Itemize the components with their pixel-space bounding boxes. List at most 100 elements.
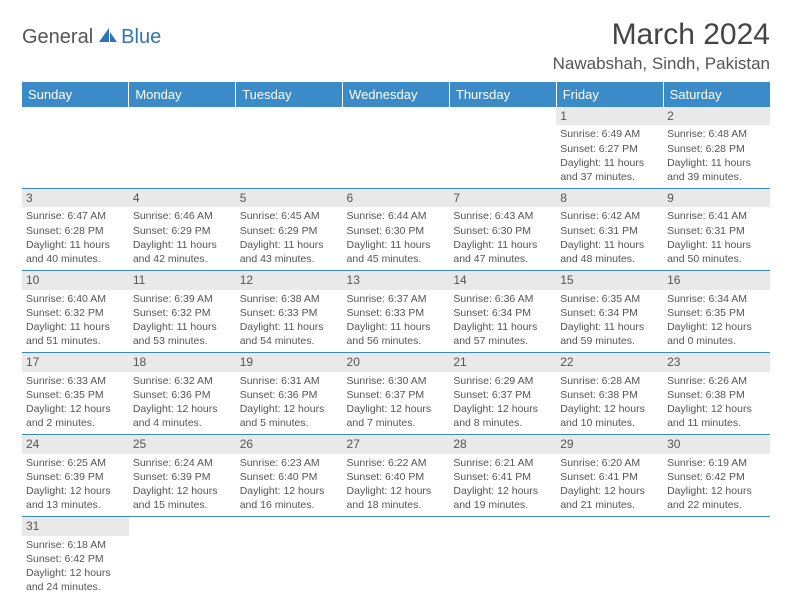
calendar-cell: 18Sunrise: 6:32 AMSunset: 6:36 PMDayligh… — [129, 353, 236, 435]
day-details: Sunrise: 6:32 AMSunset: 6:36 PMDaylight:… — [129, 372, 236, 435]
day-number: 20 — [343, 353, 450, 371]
calendar-cell: 25Sunrise: 6:24 AMSunset: 6:39 PMDayligh… — [129, 435, 236, 517]
calendar-cell — [343, 107, 450, 189]
calendar-cell: 27Sunrise: 6:22 AMSunset: 6:40 PMDayligh… — [343, 435, 450, 517]
day-header: Wednesday — [343, 82, 450, 107]
calendar-cell — [129, 107, 236, 189]
day-number: 23 — [663, 353, 770, 371]
day-number — [236, 107, 343, 125]
calendar-week-row: 17Sunrise: 6:33 AMSunset: 6:35 PMDayligh… — [22, 353, 770, 435]
day-details: Sunrise: 6:37 AMSunset: 6:33 PMDaylight:… — [343, 290, 450, 353]
brand-text-2: Blue — [121, 26, 161, 49]
calendar-cell: 16Sunrise: 6:34 AMSunset: 6:35 PMDayligh… — [663, 271, 770, 353]
day-number: 5 — [236, 189, 343, 207]
calendar-cell: 23Sunrise: 6:26 AMSunset: 6:38 PMDayligh… — [663, 353, 770, 435]
day-details: Sunrise: 6:33 AMSunset: 6:35 PMDaylight:… — [22, 372, 129, 435]
day-details: Sunrise: 6:36 AMSunset: 6:34 PMDaylight:… — [449, 290, 556, 353]
day-details: Sunrise: 6:23 AMSunset: 6:40 PMDaylight:… — [236, 454, 343, 517]
day-number: 7 — [449, 189, 556, 207]
calendar-week-row: 1Sunrise: 6:49 AMSunset: 6:27 PMDaylight… — [22, 107, 770, 189]
calendar-cell: 28Sunrise: 6:21 AMSunset: 6:41 PMDayligh… — [449, 435, 556, 517]
calendar-body: 1Sunrise: 6:49 AMSunset: 6:27 PMDaylight… — [22, 107, 770, 598]
day-number: 9 — [663, 189, 770, 207]
calendar-week-row: 31Sunrise: 6:18 AMSunset: 6:42 PMDayligh… — [22, 517, 770, 599]
day-number: 13 — [343, 271, 450, 289]
day-number: 2 — [663, 107, 770, 125]
calendar-cell — [236, 517, 343, 599]
day-header: Tuesday — [236, 82, 343, 107]
brand-text-1: General — [22, 26, 93, 49]
calendar-cell — [22, 107, 129, 189]
day-number: 16 — [663, 271, 770, 289]
day-number — [129, 107, 236, 125]
location-text: Nawabshah, Sindh, Pakistan — [553, 54, 770, 74]
calendar-week-row: 3Sunrise: 6:47 AMSunset: 6:28 PMDaylight… — [22, 189, 770, 271]
day-details: Sunrise: 6:21 AMSunset: 6:41 PMDaylight:… — [449, 454, 556, 517]
calendar-cell: 31Sunrise: 6:18 AMSunset: 6:42 PMDayligh… — [22, 517, 129, 599]
calendar-cell — [449, 107, 556, 189]
day-details: Sunrise: 6:20 AMSunset: 6:41 PMDaylight:… — [556, 454, 663, 517]
day-number: 26 — [236, 435, 343, 453]
day-number: 6 — [343, 189, 450, 207]
day-number — [343, 517, 450, 535]
calendar-cell: 15Sunrise: 6:35 AMSunset: 6:34 PMDayligh… — [556, 271, 663, 353]
calendar-cell: 14Sunrise: 6:36 AMSunset: 6:34 PMDayligh… — [449, 271, 556, 353]
calendar-cell — [556, 517, 663, 599]
day-details: Sunrise: 6:42 AMSunset: 6:31 PMDaylight:… — [556, 207, 663, 270]
day-number: 25 — [129, 435, 236, 453]
day-number: 4 — [129, 189, 236, 207]
calendar-cell: 1Sunrise: 6:49 AMSunset: 6:27 PMDaylight… — [556, 107, 663, 189]
day-details: Sunrise: 6:24 AMSunset: 6:39 PMDaylight:… — [129, 454, 236, 517]
day-number — [343, 107, 450, 125]
calendar-week-row: 24Sunrise: 6:25 AMSunset: 6:39 PMDayligh… — [22, 435, 770, 517]
day-number — [22, 107, 129, 125]
day-number: 10 — [22, 271, 129, 289]
day-details: Sunrise: 6:45 AMSunset: 6:29 PMDaylight:… — [236, 207, 343, 270]
calendar-cell — [236, 107, 343, 189]
day-details: Sunrise: 6:44 AMSunset: 6:30 PMDaylight:… — [343, 207, 450, 270]
day-number: 22 — [556, 353, 663, 371]
day-number: 18 — [129, 353, 236, 371]
day-details: Sunrise: 6:31 AMSunset: 6:36 PMDaylight:… — [236, 372, 343, 435]
calendar-cell: 26Sunrise: 6:23 AMSunset: 6:40 PMDayligh… — [236, 435, 343, 517]
calendar-cell: 13Sunrise: 6:37 AMSunset: 6:33 PMDayligh… — [343, 271, 450, 353]
day-header: Saturday — [663, 82, 770, 107]
sail-icon — [97, 26, 119, 49]
day-details: Sunrise: 6:28 AMSunset: 6:38 PMDaylight:… — [556, 372, 663, 435]
calendar-cell: 12Sunrise: 6:38 AMSunset: 6:33 PMDayligh… — [236, 271, 343, 353]
day-details: Sunrise: 6:26 AMSunset: 6:38 PMDaylight:… — [663, 372, 770, 435]
day-number: 12 — [236, 271, 343, 289]
calendar-cell: 9Sunrise: 6:41 AMSunset: 6:31 PMDaylight… — [663, 189, 770, 271]
calendar-cell: 2Sunrise: 6:48 AMSunset: 6:28 PMDaylight… — [663, 107, 770, 189]
day-header: Sunday — [22, 82, 129, 107]
calendar-cell — [129, 517, 236, 599]
day-number: 31 — [22, 517, 129, 535]
day-number: 29 — [556, 435, 663, 453]
day-number: 24 — [22, 435, 129, 453]
calendar-cell: 21Sunrise: 6:29 AMSunset: 6:37 PMDayligh… — [449, 353, 556, 435]
calendar-cell: 20Sunrise: 6:30 AMSunset: 6:37 PMDayligh… — [343, 353, 450, 435]
day-number: 14 — [449, 271, 556, 289]
calendar-cell: 22Sunrise: 6:28 AMSunset: 6:38 PMDayligh… — [556, 353, 663, 435]
day-details: Sunrise: 6:30 AMSunset: 6:37 PMDaylight:… — [343, 372, 450, 435]
day-details: Sunrise: 6:46 AMSunset: 6:29 PMDaylight:… — [129, 207, 236, 270]
day-number: 28 — [449, 435, 556, 453]
day-number — [129, 517, 236, 535]
day-number — [663, 517, 770, 535]
day-number: 17 — [22, 353, 129, 371]
brand-logo: General Blue — [22, 26, 161, 49]
day-details: Sunrise: 6:47 AMSunset: 6:28 PMDaylight:… — [22, 207, 129, 270]
day-number: 15 — [556, 271, 663, 289]
day-number: 11 — [129, 271, 236, 289]
day-number: 3 — [22, 189, 129, 207]
calendar-cell: 17Sunrise: 6:33 AMSunset: 6:35 PMDayligh… — [22, 353, 129, 435]
calendar-cell: 8Sunrise: 6:42 AMSunset: 6:31 PMDaylight… — [556, 189, 663, 271]
day-number: 1 — [556, 107, 663, 125]
day-number — [449, 107, 556, 125]
calendar-cell: 6Sunrise: 6:44 AMSunset: 6:30 PMDaylight… — [343, 189, 450, 271]
day-header: Thursday — [449, 82, 556, 107]
title-block: March 2024 Nawabshah, Sindh, Pakistan — [553, 18, 770, 74]
day-details: Sunrise: 6:34 AMSunset: 6:35 PMDaylight:… — [663, 290, 770, 353]
day-details: Sunrise: 6:43 AMSunset: 6:30 PMDaylight:… — [449, 207, 556, 270]
calendar-cell: 3Sunrise: 6:47 AMSunset: 6:28 PMDaylight… — [22, 189, 129, 271]
